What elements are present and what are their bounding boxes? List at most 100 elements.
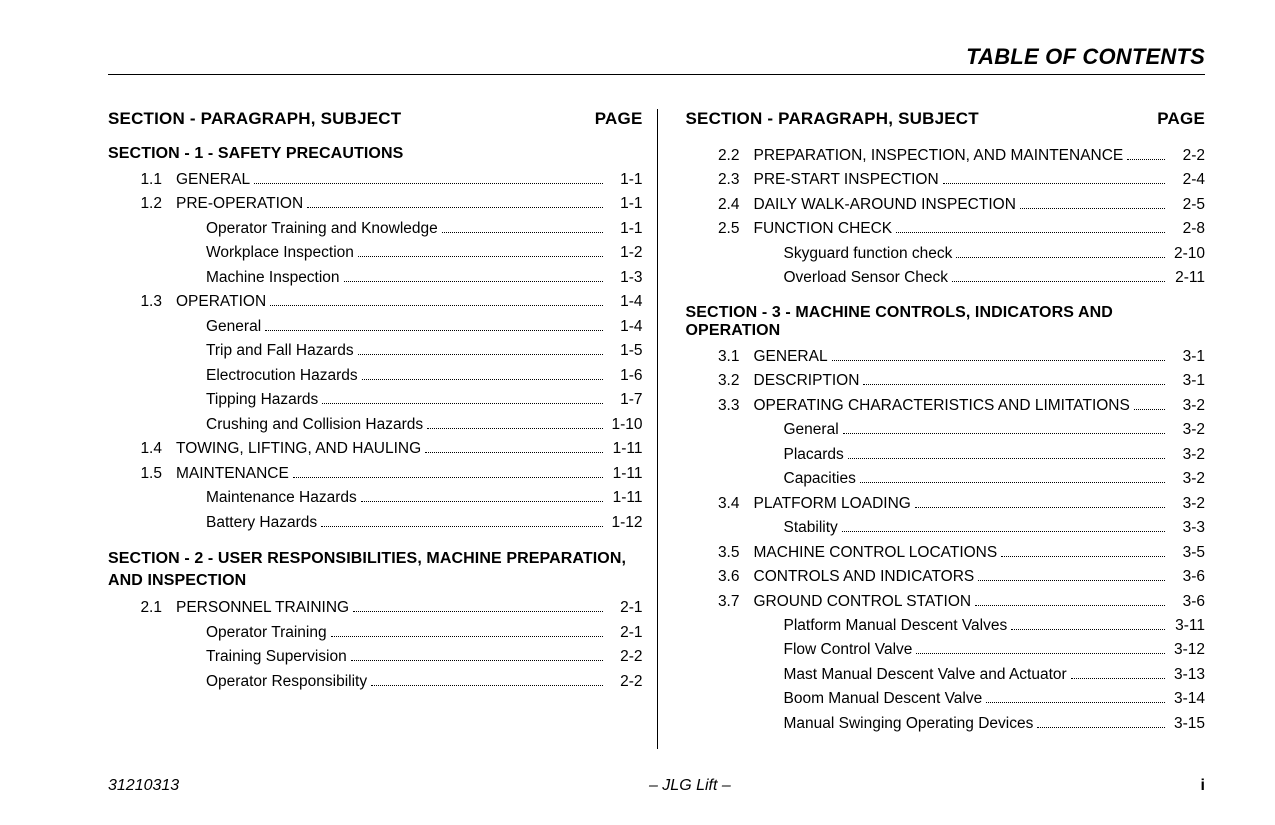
toc-subentry: Platform Manual Descent Valves3-11 (686, 615, 1206, 637)
entry-page: 3-3 (1169, 517, 1205, 539)
toc-subentry: Trip and Fall Hazards1-5 (108, 340, 643, 362)
entry-page: 1-11 (607, 487, 643, 509)
leader-dots (956, 257, 1165, 258)
toc-entry: 2.5FUNCTION CHECK2-8 (686, 218, 1206, 240)
entry-page: 1-4 (607, 291, 643, 313)
entry-number: 3.3 (686, 395, 754, 417)
toc-subentry: Operator Responsibility2-2 (108, 671, 643, 693)
colhead-left-label: SECTION - PARAGRAPH, SUBJECT (108, 109, 401, 129)
column-left: SECTION - PARAGRAPH, SUBJECT PAGE SECTIO… (108, 109, 657, 749)
entry-page: 3-5 (1169, 542, 1205, 564)
toc-entry: 3.4PLATFORM LOADING3-2 (686, 493, 1206, 515)
toc-subentry: Crushing and Collision Hazards1-10 (108, 414, 643, 436)
toc-subentry: Machine Inspection 1-3 (108, 267, 643, 289)
entry-page: 1-3 (607, 267, 643, 289)
leader-dots (1011, 629, 1165, 630)
entry-page: 3-6 (1169, 591, 1205, 613)
entry-page: 3-2 (1169, 419, 1205, 441)
entry-page: 2-11 (1169, 267, 1205, 289)
entry-label: TOWING, LIFTING, AND HAULING (176, 438, 421, 460)
entry-label: Operator Training (176, 622, 327, 644)
entry-label: PRE-START INSPECTION (754, 169, 939, 191)
entry-number: 3.2 (686, 370, 754, 392)
entry-label: Operator Training and Knowledge (176, 218, 438, 240)
toc-entry: 2.4DAILY WALK-AROUND INSPECTION2-5 (686, 194, 1206, 216)
toc-subentry: Overload Sensor Check2-11 (686, 267, 1206, 289)
leader-dots (321, 526, 602, 527)
toc-subentry: General1-4 (108, 316, 643, 338)
leader-dots (848, 458, 1165, 459)
entry-page: 1-1 (607, 218, 643, 240)
entry-label: Tipping Hazards (176, 389, 318, 411)
entry-label: MAINTENANCE (176, 463, 289, 485)
leader-dots (916, 653, 1165, 654)
entry-number: 1.4 (108, 438, 176, 460)
columns: SECTION - PARAGRAPH, SUBJECT PAGE SECTIO… (108, 109, 1205, 749)
entry-page: 3-13 (1169, 664, 1205, 686)
entry-label: Placards (754, 444, 844, 466)
leader-dots (986, 702, 1165, 703)
leader-dots (1020, 208, 1165, 209)
entry-label: GENERAL (176, 169, 250, 191)
leader-dots (978, 580, 1165, 581)
entry-label: Maintenance Hazards (176, 487, 357, 509)
leader-dots (344, 281, 603, 282)
toc-subentry: Battery Hazards1-12 (108, 512, 643, 534)
entry-label: Platform Manual Descent Valves (754, 615, 1008, 637)
toc-subentry: Operator Training 2-1 (108, 622, 643, 644)
entry-label: Crushing and Collision Hazards (176, 414, 423, 436)
toc-subentry: Flow Control Valve3-12 (686, 639, 1206, 661)
entry-number: 2.5 (686, 218, 754, 240)
column-header-right: SECTION - PARAGRAPH, SUBJECT PAGE (686, 109, 1206, 129)
entry-page: 2-1 (607, 622, 643, 644)
toc-subentry: Tipping Hazards 1-7 (108, 389, 643, 411)
entry-label: Machine Inspection (176, 267, 340, 289)
entry-label: FUNCTION CHECK (754, 218, 893, 240)
colhead-left-label: SECTION - PARAGRAPH, SUBJECT (686, 109, 979, 129)
entry-page: 2-4 (1169, 169, 1205, 191)
entry-page: 1-7 (607, 389, 643, 411)
column-right: SECTION - PARAGRAPH, SUBJECT PAGE 2.2PRE… (657, 109, 1206, 749)
toc-entry: 1.5MAINTENANCE1-11 (108, 463, 643, 485)
entry-number: 1.5 (108, 463, 176, 485)
entry-number: 2.3 (686, 169, 754, 191)
toc-subentry: Placards3-2 (686, 444, 1206, 466)
leader-dots (353, 611, 602, 612)
toc-entry: 3.2DESCRIPTION3-1 (686, 370, 1206, 392)
entry-label: PRE-OPERATION (176, 193, 303, 215)
toc-subentry: Capacities3-2 (686, 468, 1206, 490)
leader-dots (307, 207, 602, 208)
leader-dots (358, 256, 603, 257)
entry-number: 1.2 (108, 193, 176, 215)
entry-page: 3-1 (1169, 370, 1205, 392)
toc-subentry: General3-2 (686, 419, 1206, 441)
entry-label: Electrocution Hazards (176, 365, 358, 387)
column-right-body: 2.2PREPARATION, INSPECTION, AND MAINTENA… (686, 145, 1206, 735)
entry-label: DAILY WALK-AROUND INSPECTION (754, 194, 1016, 216)
entry-number: 2.1 (108, 597, 176, 619)
section-title: SECTION - 3 - MACHINE CONTROLS, INDICATO… (686, 304, 1206, 340)
entry-page: 3-14 (1169, 688, 1205, 710)
entry-page: 2-2 (1169, 145, 1205, 167)
leader-dots (322, 403, 602, 404)
toc-subentry: Boom Manual Descent Valve3-14 (686, 688, 1206, 710)
footer-pagenum: i (1201, 777, 1205, 795)
colhead-page-label: PAGE (595, 109, 643, 129)
entry-label: Training Supervision (176, 646, 347, 668)
toc-subentry: Operator Training and Knowledge 1-1 (108, 218, 643, 240)
entry-page: 1-6 (607, 365, 643, 387)
page: TABLE OF CONTENTS SECTION - PARAGRAPH, S… (0, 0, 1275, 825)
entry-label: Stability (754, 517, 838, 539)
leader-dots (863, 384, 1165, 385)
entry-page: 3-1 (1169, 346, 1205, 368)
leader-dots (843, 433, 1165, 434)
leader-dots (331, 636, 603, 637)
leader-dots (915, 507, 1165, 508)
toc-subentry: Workplace Inspection1-2 (108, 242, 643, 264)
entry-page: 1-12 (607, 512, 643, 534)
leader-dots (1127, 159, 1165, 160)
entry-label: Trip and Fall Hazards (176, 340, 354, 362)
toc-subentry: Stability 3-3 (686, 517, 1206, 539)
entry-label: OPERATING CHARACTERISTICS AND LIMITATION… (754, 395, 1130, 417)
entry-label: PLATFORM LOADING (754, 493, 911, 515)
